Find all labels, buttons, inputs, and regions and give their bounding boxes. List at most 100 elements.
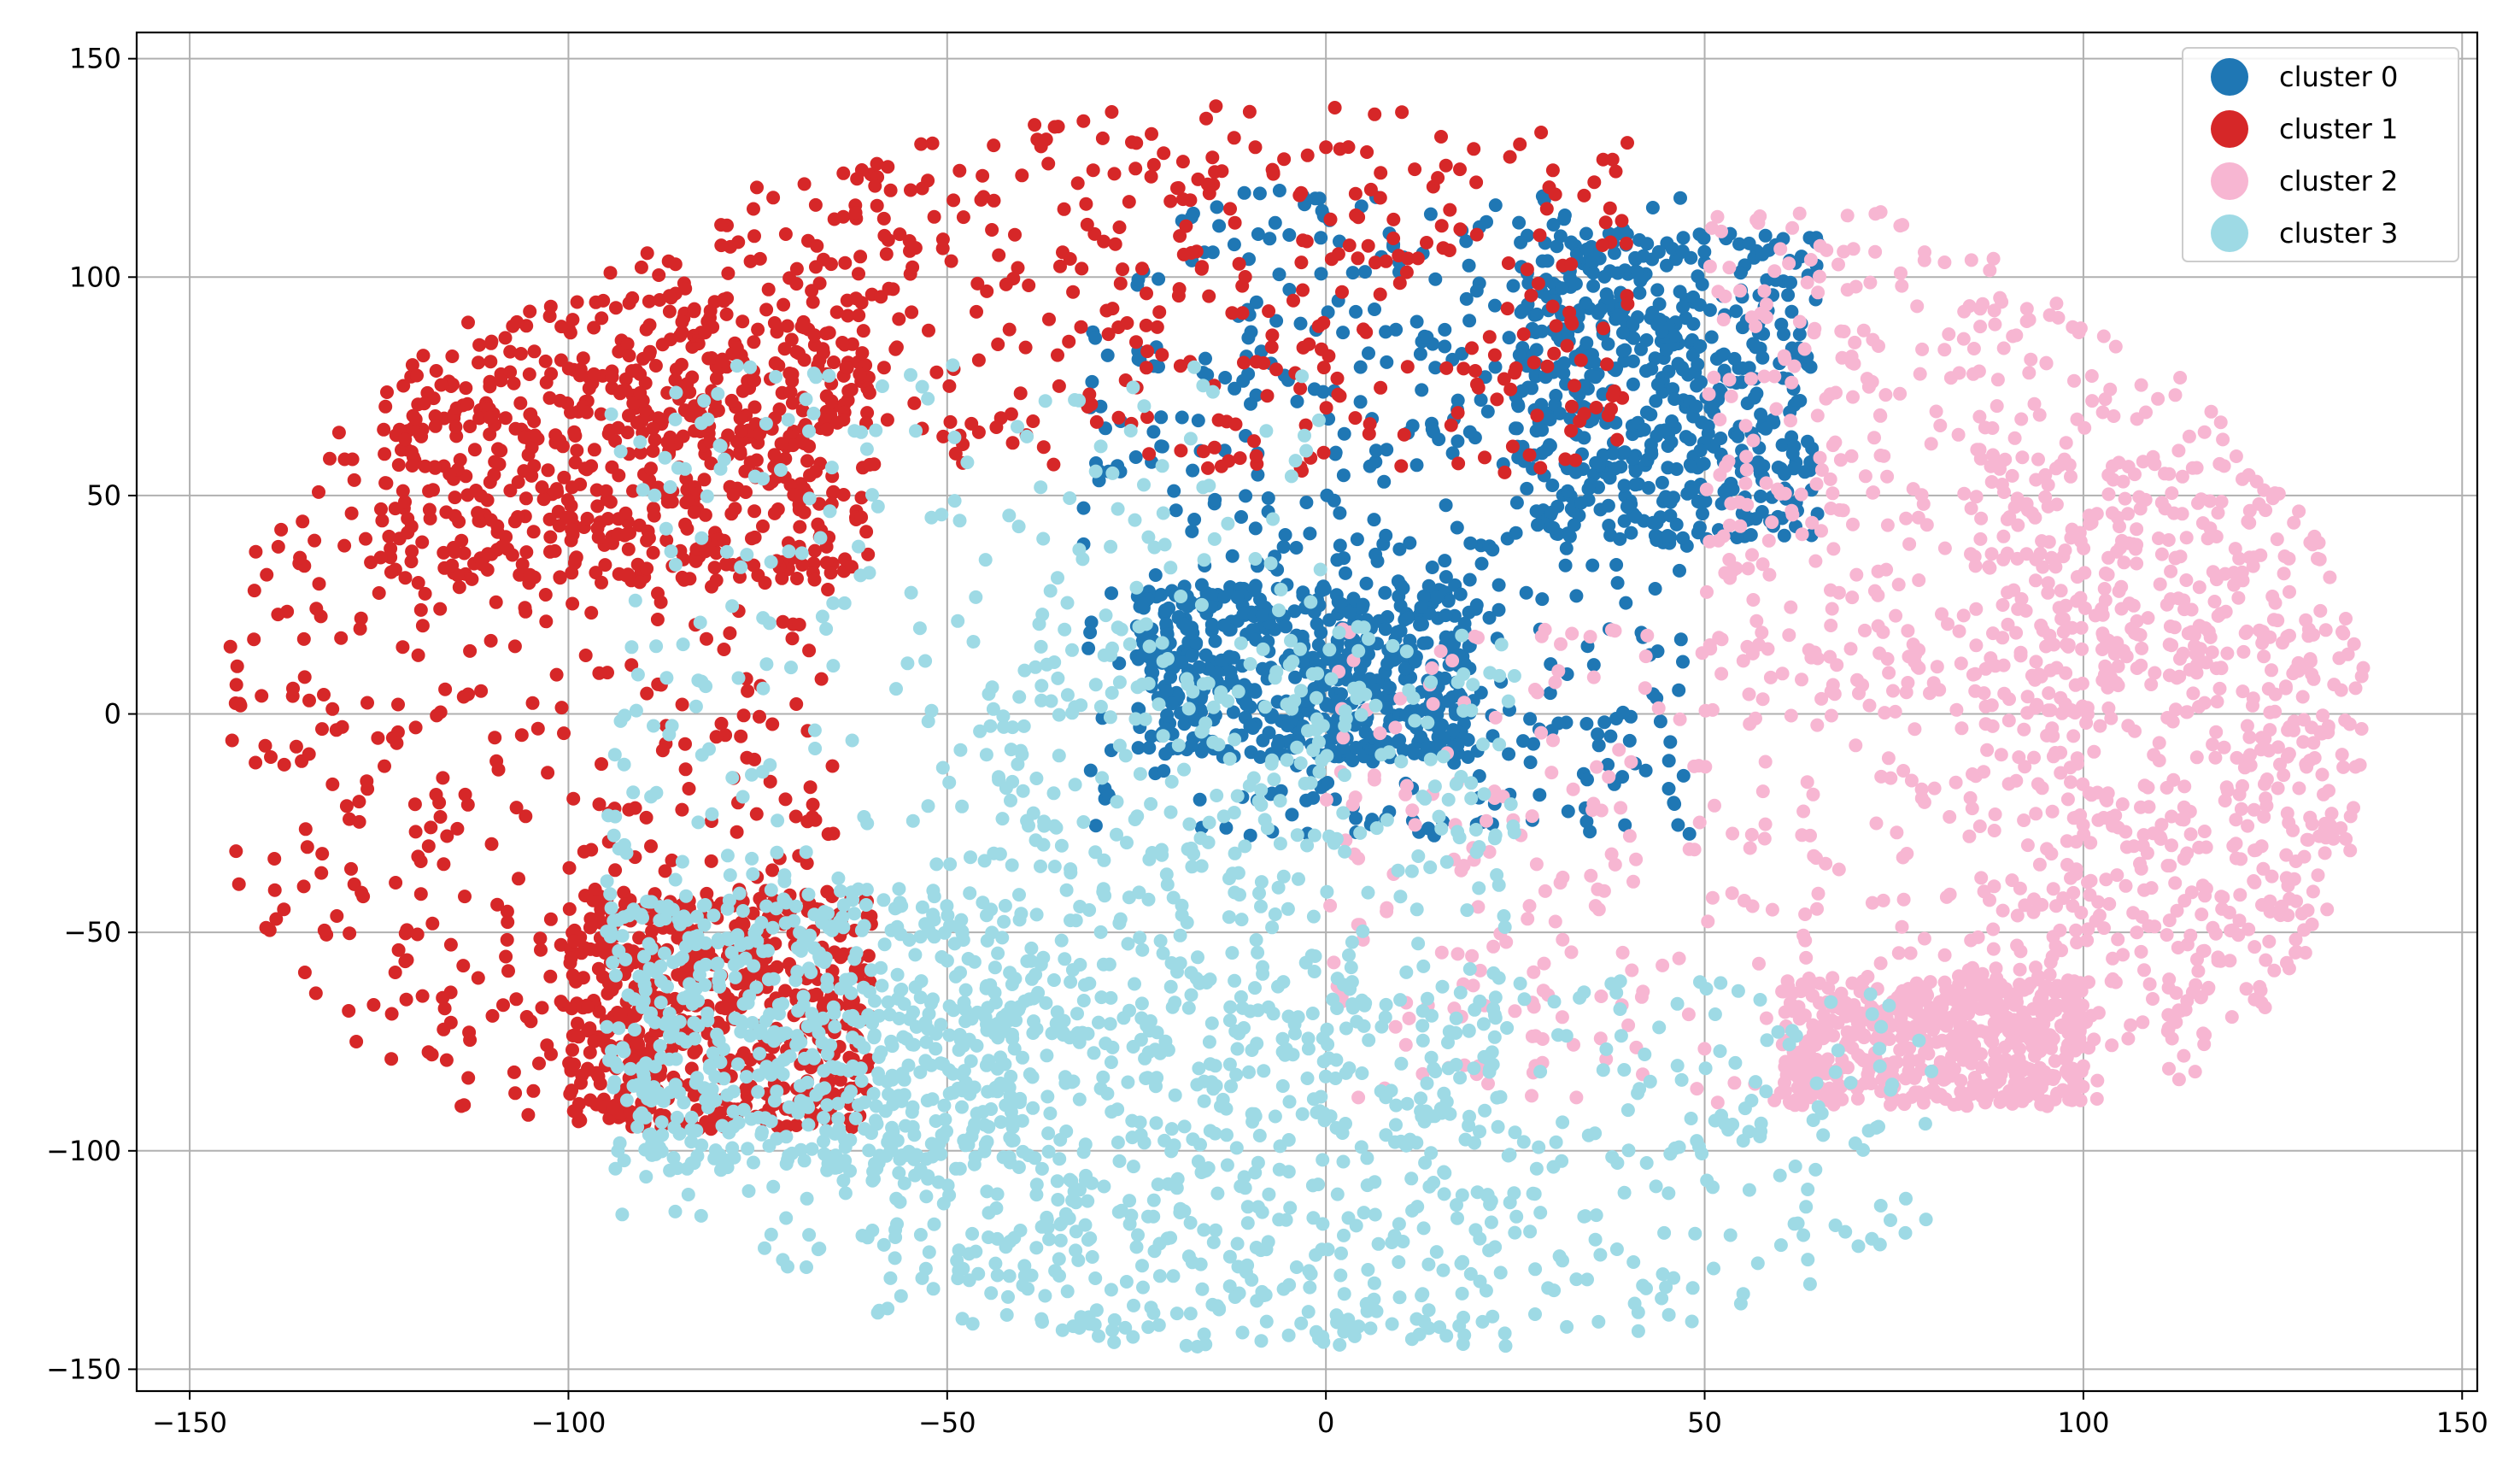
data-point <box>332 426 346 439</box>
data-point <box>1561 484 1574 498</box>
data-point <box>429 420 442 433</box>
data-point <box>2017 723 2031 737</box>
data-point <box>1889 609 1902 623</box>
data-point <box>1693 520 1707 534</box>
data-point <box>2263 706 2277 719</box>
data-point <box>759 302 773 316</box>
data-point <box>343 926 356 940</box>
data-point <box>494 373 507 387</box>
data-point <box>1251 227 1265 241</box>
data-point <box>852 267 865 280</box>
data-point <box>414 603 428 617</box>
data-point <box>1973 320 1987 333</box>
data-point <box>1516 734 1530 748</box>
data-point <box>1351 251 1365 265</box>
data-point <box>1322 614 1336 627</box>
data-point <box>2177 647 2190 661</box>
data-point <box>1087 163 1100 177</box>
data-point <box>567 426 581 439</box>
data-point <box>1741 561 1755 575</box>
data-point <box>1756 692 1770 706</box>
data-point <box>826 760 840 773</box>
data-point <box>409 825 423 838</box>
data-point <box>1380 901 1393 915</box>
data-point <box>293 551 307 565</box>
data-point <box>1224 665 1238 678</box>
data-point <box>1747 434 1761 448</box>
data-point <box>1058 203 1071 216</box>
data-point <box>884 184 898 197</box>
data-point <box>271 608 284 621</box>
data-point <box>1569 277 1583 291</box>
data-point <box>1526 1030 1539 1043</box>
data-point <box>1526 809 1539 823</box>
data-point <box>485 837 499 851</box>
data-point <box>1137 597 1151 611</box>
data-point <box>1918 245 1931 259</box>
data-point <box>2095 626 2109 640</box>
data-point <box>566 597 579 611</box>
data-point <box>523 367 536 381</box>
data-point <box>1244 397 1257 411</box>
data-point <box>1530 343 1544 356</box>
data-point <box>1677 231 1691 244</box>
data-point <box>422 1045 436 1059</box>
data-point <box>444 938 458 952</box>
data-point <box>583 1021 596 1035</box>
data-point <box>1323 899 1337 913</box>
data-point <box>1918 932 1931 946</box>
data-point <box>1995 478 2009 491</box>
data-point <box>1942 327 1955 341</box>
data-point <box>817 253 830 267</box>
data-point <box>1746 593 1760 607</box>
data-point <box>2191 965 2205 978</box>
data-point <box>2069 678 2083 692</box>
data-point <box>587 367 601 381</box>
data-point <box>1290 541 1304 555</box>
data-point <box>1331 372 1345 385</box>
data-point <box>1349 187 1363 201</box>
data-point <box>1979 717 1993 731</box>
data-point <box>1129 450 1143 464</box>
data-point <box>2011 909 2025 923</box>
data-point <box>1585 559 1599 573</box>
data-point <box>2299 614 2312 627</box>
data-point <box>2343 843 2357 857</box>
data-point <box>1970 490 1984 503</box>
data-point <box>837 488 851 502</box>
data-point <box>1977 765 1990 778</box>
data-point <box>1483 330 1497 344</box>
data-point <box>580 406 594 420</box>
data-point <box>1474 393 1488 407</box>
data-point <box>2135 642 2148 655</box>
data-point <box>1437 241 1450 255</box>
data-point <box>1306 791 1320 805</box>
data-point <box>561 493 575 507</box>
data-point <box>528 344 542 358</box>
data-point <box>389 966 402 979</box>
data-point <box>260 568 273 582</box>
data-point <box>1600 357 1614 371</box>
data-point <box>1546 300 1560 314</box>
data-point <box>1649 394 1662 408</box>
data-point <box>531 722 545 736</box>
data-point <box>2213 682 2227 696</box>
data-point <box>1707 371 1720 385</box>
data-point <box>1782 256 1796 270</box>
data-point <box>1940 890 1954 904</box>
data-point <box>2121 1032 2135 1046</box>
data-point <box>2135 379 2148 392</box>
data-point <box>1795 488 1808 502</box>
data-point <box>1769 402 1783 416</box>
data-point <box>232 878 246 891</box>
data-point <box>596 294 610 308</box>
data-point <box>2209 725 2223 739</box>
data-point <box>1996 530 2010 543</box>
data-point <box>2108 808 2122 822</box>
data-point <box>1179 220 1193 233</box>
data-point <box>1665 414 1679 428</box>
data-point <box>1342 606 1356 619</box>
data-point <box>1579 717 1593 731</box>
data-point <box>1550 319 1563 332</box>
data-point <box>534 943 548 957</box>
